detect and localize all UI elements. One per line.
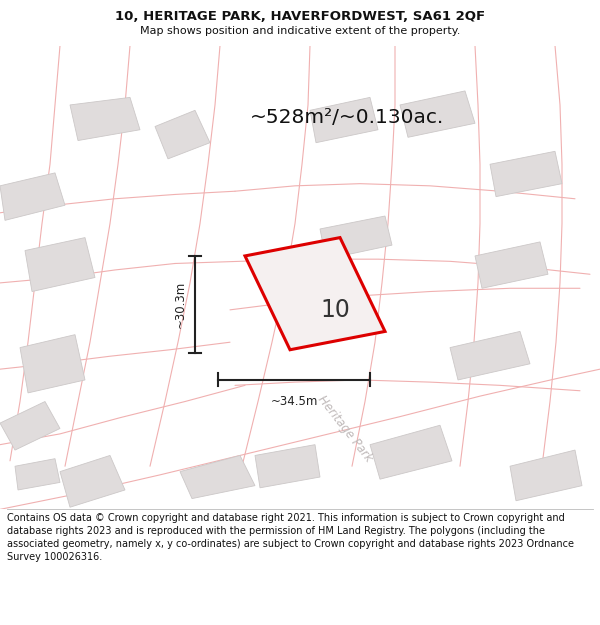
Polygon shape	[475, 242, 548, 288]
Text: ~528m²/~0.130ac.: ~528m²/~0.130ac.	[250, 108, 444, 127]
Polygon shape	[25, 238, 95, 291]
Polygon shape	[20, 334, 85, 393]
Polygon shape	[15, 459, 60, 490]
Polygon shape	[320, 216, 392, 259]
Polygon shape	[155, 111, 210, 159]
Polygon shape	[510, 450, 582, 501]
Polygon shape	[0, 401, 60, 450]
Text: ~34.5m: ~34.5m	[271, 395, 317, 408]
Text: Map shows position and indicative extent of the property.: Map shows position and indicative extent…	[140, 26, 460, 36]
Polygon shape	[450, 331, 530, 380]
Polygon shape	[245, 238, 385, 350]
Polygon shape	[267, 269, 352, 329]
Text: ~30.3m: ~30.3m	[174, 281, 187, 328]
Polygon shape	[60, 456, 125, 508]
Polygon shape	[180, 456, 255, 499]
Polygon shape	[370, 425, 452, 479]
Polygon shape	[0, 173, 65, 221]
Polygon shape	[490, 151, 562, 197]
Text: 10, HERITAGE PARK, HAVERFORDWEST, SA61 2QF: 10, HERITAGE PARK, HAVERFORDWEST, SA61 2…	[115, 10, 485, 23]
Text: Contains OS data © Crown copyright and database right 2021. This information is : Contains OS data © Crown copyright and d…	[7, 513, 574, 562]
Text: 10: 10	[320, 298, 350, 322]
Text: Heritage Park: Heritage Park	[315, 392, 375, 464]
Polygon shape	[70, 98, 140, 141]
Polygon shape	[400, 91, 475, 138]
Polygon shape	[310, 98, 378, 142]
Polygon shape	[255, 444, 320, 488]
